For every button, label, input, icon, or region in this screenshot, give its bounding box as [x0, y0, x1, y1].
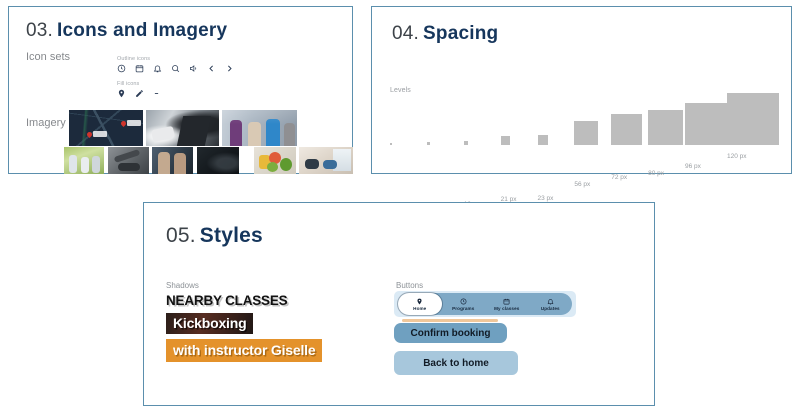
calendar-icon[interactable]: [135, 64, 144, 73]
bar-tick-label: 80 px: [648, 170, 665, 177]
bar-square: [727, 93, 779, 145]
bell-icon[interactable]: [153, 64, 162, 73]
dark-gym-thumbnail[interactable]: [197, 147, 239, 174]
spacing-bar-chart: 5 px8 px10 px21 px 23 px 56 px 72 px 80 px 96…: [390, 81, 779, 210]
shadow-sample-kickboxing: Kickboxing: [166, 313, 253, 334]
bar-tick-label: 56 px: [574, 181, 591, 188]
tab-my-classes-label: My classes: [494, 305, 520, 311]
bar-column: 56 px: [574, 121, 611, 188]
panel-title-text: Spacing: [423, 23, 499, 44]
dash-icon[interactable]: [153, 90, 160, 97]
imagery-label: Imagery: [26, 117, 66, 129]
tab-programs-label: Programs: [452, 305, 475, 311]
chevron-left-icon[interactable]: [207, 64, 216, 73]
back-to-home-button[interactable]: Back to home: [394, 351, 518, 375]
tab-updates[interactable]: Updates: [529, 293, 573, 315]
icon-sets-label: Icon sets: [26, 51, 71, 63]
shadows-label: Shadows: [166, 281, 199, 290]
panel-number: 04.: [392, 23, 420, 44]
bar-series: 5 px8 px10 px21 px 23 px 56 px 72 px 80 px 96…: [390, 89, 779, 210]
dumbbells-thumbnail[interactable]: [108, 147, 149, 174]
yoga-studio-thumbnail[interactable]: [299, 147, 353, 174]
bar-column: 120 px: [727, 93, 779, 160]
tab-my-classes[interactable]: My classes: [485, 293, 529, 315]
bar-square: [463, 141, 468, 145]
tab-home-label: Home: [413, 305, 427, 311]
clock-icon[interactable]: [117, 64, 126, 73]
bar-column: 96 px: [685, 103, 727, 170]
confirm-button-accent-bar: [402, 319, 498, 322]
bar-column: 23 px: [537, 135, 575, 202]
tab-updates-label: Updates: [540, 305, 560, 311]
kickboxing-thumbnail[interactable]: [146, 110, 219, 146]
bottom-tab-bar: Home Programs My classes: [394, 291, 576, 317]
panel-styles: 05. Styles Shadows Buttons NEARBY CLASSES…: [143, 202, 655, 406]
panel-spacing: 04.Spacing Levels 5 px8 px10 px21 px 23 p…: [371, 6, 792, 210]
outdoor-group-thumbnail[interactable]: [64, 147, 104, 174]
bar-tick-label: 120 px: [727, 153, 747, 160]
bar-tick-label: 21 px: [500, 196, 517, 203]
panel-number: 05.: [166, 224, 196, 247]
map-thumbnail[interactable]: [69, 110, 143, 146]
calendar-icon: [503, 298, 510, 305]
healthy-food-thumbnail[interactable]: [254, 147, 296, 174]
panel-title-text: Styles: [199, 224, 263, 247]
fill-icon-row: [117, 89, 160, 98]
shadow-sample-nearby-classes: NEARBY CLASSES: [166, 293, 288, 308]
bar-tick-label: 72 px: [611, 174, 628, 181]
tab-home[interactable]: Home: [398, 293, 442, 315]
bar-tick-label: 96 px: [685, 163, 701, 170]
bar-column: 21 px: [500, 136, 538, 203]
bar-column: 5 px: [390, 143, 427, 210]
bar-square: [685, 103, 727, 145]
fill-icons-label: Fill icons: [117, 81, 140, 87]
panel-number: 03.: [26, 20, 54, 41]
clock-icon: [460, 298, 467, 305]
pencil-icon[interactable]: [135, 89, 144, 98]
chevron-right-icon[interactable]: [225, 64, 234, 73]
page-title: 03. Icons and Imagery: [26, 20, 227, 42]
bar-square: [500, 136, 510, 145]
panel-icons-and-imagery: 03. Icons and Imagery Icon sets Outline i…: [8, 6, 353, 174]
outline-icons-label: Outline icons: [117, 56, 151, 62]
page-title: 04. Spacing: [392, 23, 498, 45]
bar-square: [574, 121, 599, 145]
confirm-booking-button[interactable]: Confirm booking: [394, 323, 507, 343]
bar-square: [390, 143, 392, 145]
weights-pair-thumbnail[interactable]: [152, 147, 193, 174]
bar-column: 80 px: [648, 110, 685, 177]
location-pin-icon: [416, 298, 423, 305]
bar-column: 8 px: [426, 142, 464, 209]
bar-tick-label: 23 px: [537, 195, 554, 202]
bar-column: 10 px: [463, 141, 501, 208]
bar-square: [648, 110, 684, 145]
shadow-sample-instructor: with instructor Giselle: [166, 339, 323, 362]
levels-label: Levels: [390, 87, 411, 94]
volume-icon[interactable]: [189, 64, 198, 73]
bar-square: [537, 135, 548, 145]
search-icon[interactable]: [171, 64, 180, 73]
page-title: 05. Styles: [166, 224, 263, 248]
buttons-label: Buttons: [396, 281, 424, 290]
panel-title-text: Icons and Imagery: [57, 20, 228, 41]
bell-icon: [547, 298, 554, 305]
dance-class-thumbnail[interactable]: [222, 110, 297, 146]
tab-programs[interactable]: Programs: [442, 293, 486, 315]
tab-bar-inner: Home Programs My classes: [398, 293, 572, 315]
bar-square: [426, 142, 430, 145]
bar-column: 72 px: [611, 114, 648, 181]
outline-icon-row: [117, 64, 234, 73]
bar-square: [611, 114, 643, 145]
location-pin-icon[interactable]: [117, 89, 126, 98]
